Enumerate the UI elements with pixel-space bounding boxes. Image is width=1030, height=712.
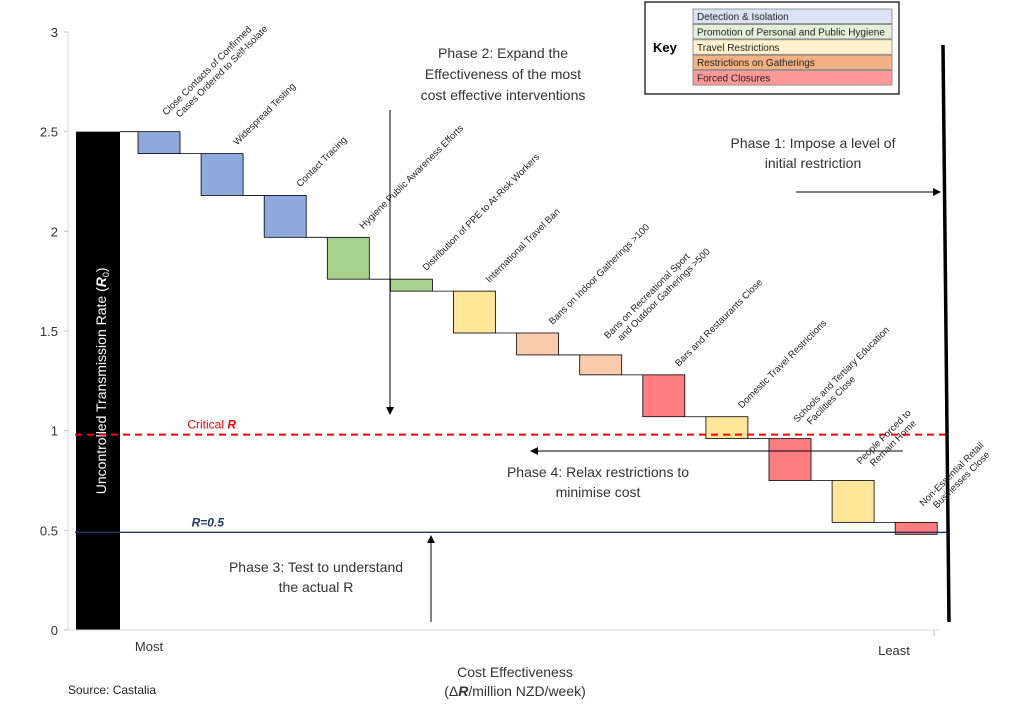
bar-category-label: Distribution of PPE to At-Risk Workers (421, 152, 543, 274)
x-axis-title-line2: (ΔR/million NZD/week) (444, 683, 586, 699)
y-tick-label: 3 (51, 25, 58, 40)
critical-r-label: Critical R (187, 418, 236, 432)
legend-swatch (692, 54, 893, 71)
legend-label: Promotion of Personal and Public Hygiene (697, 27, 885, 38)
x-axis: Most Least Cost Effectiveness (ΔR/million N… (68, 629, 940, 699)
r-half-label: R=0.5 (192, 515, 225, 529)
phase2-text: Phase 2: Expand the Effectiveness of the … (421, 45, 586, 103)
legend-swatch (692, 23, 893, 40)
legend-label: Travel Restrictions (697, 43, 779, 54)
y-tick-label: 2.5 (40, 125, 58, 140)
legend-label: Forced Closures (697, 74, 770, 85)
waterfall-bar (705, 416, 749, 440)
y-tick-label: 2 (51, 224, 58, 239)
waterfall-bars: Uncontrolled Transmission Rate (R0) (76, 131, 938, 630)
phase1-text: Phase 1: Impose a level of initial restri… (731, 135, 896, 171)
waterfall-bar (453, 290, 496, 334)
phase-annotations: Phase 2: Expand the Effectiveness of the … (229, 45, 896, 595)
waterfall-bar (579, 354, 623, 376)
source-note: Source: Castalia (68, 683, 156, 697)
y-tick-label: 0 (51, 623, 58, 638)
legend-swatch (692, 8, 893, 24)
phase4-text: Phase 4: Relax restrictions to minimise c… (507, 464, 689, 500)
bar-category-label: People Forced toRemain Home (855, 408, 922, 475)
waterfall-bar (642, 374, 686, 418)
waterfall-bar (326, 236, 370, 280)
phase3-text: Phase 3: Test to understand the actual R (229, 559, 403, 595)
waterfall-bar (831, 480, 875, 523)
bar-category-label: International Travel Ban (484, 207, 563, 286)
initial-r0-bar (76, 131, 120, 630)
phase-arrows (386, 44, 951, 623)
waterfall-bar (389, 278, 433, 292)
reference-lines: Critical R R=0.5 (75, 418, 948, 534)
legend-title: Key (653, 40, 678, 55)
y-tick-label: 1.5 (40, 324, 58, 339)
bar-category-label: Widespread Testing (231, 81, 298, 148)
waterfall-bar (768, 438, 812, 481)
x-end-label: Least (878, 643, 910, 658)
bar-category-label: Contact Tracing (295, 135, 350, 190)
legend-label: Restrictions on Gatherings (697, 58, 815, 69)
bar-category-label: Close Contacts of ConfirmedCases Ordered… (161, 16, 271, 126)
y-axis: 0 0.5 1 1.5 2 2.5 3 (40, 25, 69, 638)
bar-category-label: Bars and Restaurants Close (673, 277, 765, 369)
bar-category-label: Hygiene Public Awareness Efforts (358, 123, 467, 232)
y-axis-title: Uncontrolled Transmission Rate (R0) (93, 267, 111, 494)
x-start-label: Most (135, 639, 164, 654)
waterfall-bar (137, 131, 181, 154)
x-axis-title-line1: Cost Effectiveness (457, 664, 573, 680)
legend-label: Detection & Isolation (697, 12, 789, 23)
waterfall-bar (200, 153, 244, 196)
phase1-bound-line (941, 44, 951, 623)
waterfall-bar (894, 521, 938, 535)
bar-category-label: Non-Essential RetailBusinesses Close (918, 440, 994, 516)
legend: Key Detection & Isolation Promotion of Per… (644, 1, 900, 95)
waterfall-bar (263, 195, 307, 238)
y-tick-label: 1 (51, 424, 58, 439)
waterfall-bar (516, 332, 559, 356)
legend-swatch (692, 70, 893, 86)
y-tick-label: 0.5 (40, 523, 58, 538)
legend-swatch (692, 39, 893, 55)
